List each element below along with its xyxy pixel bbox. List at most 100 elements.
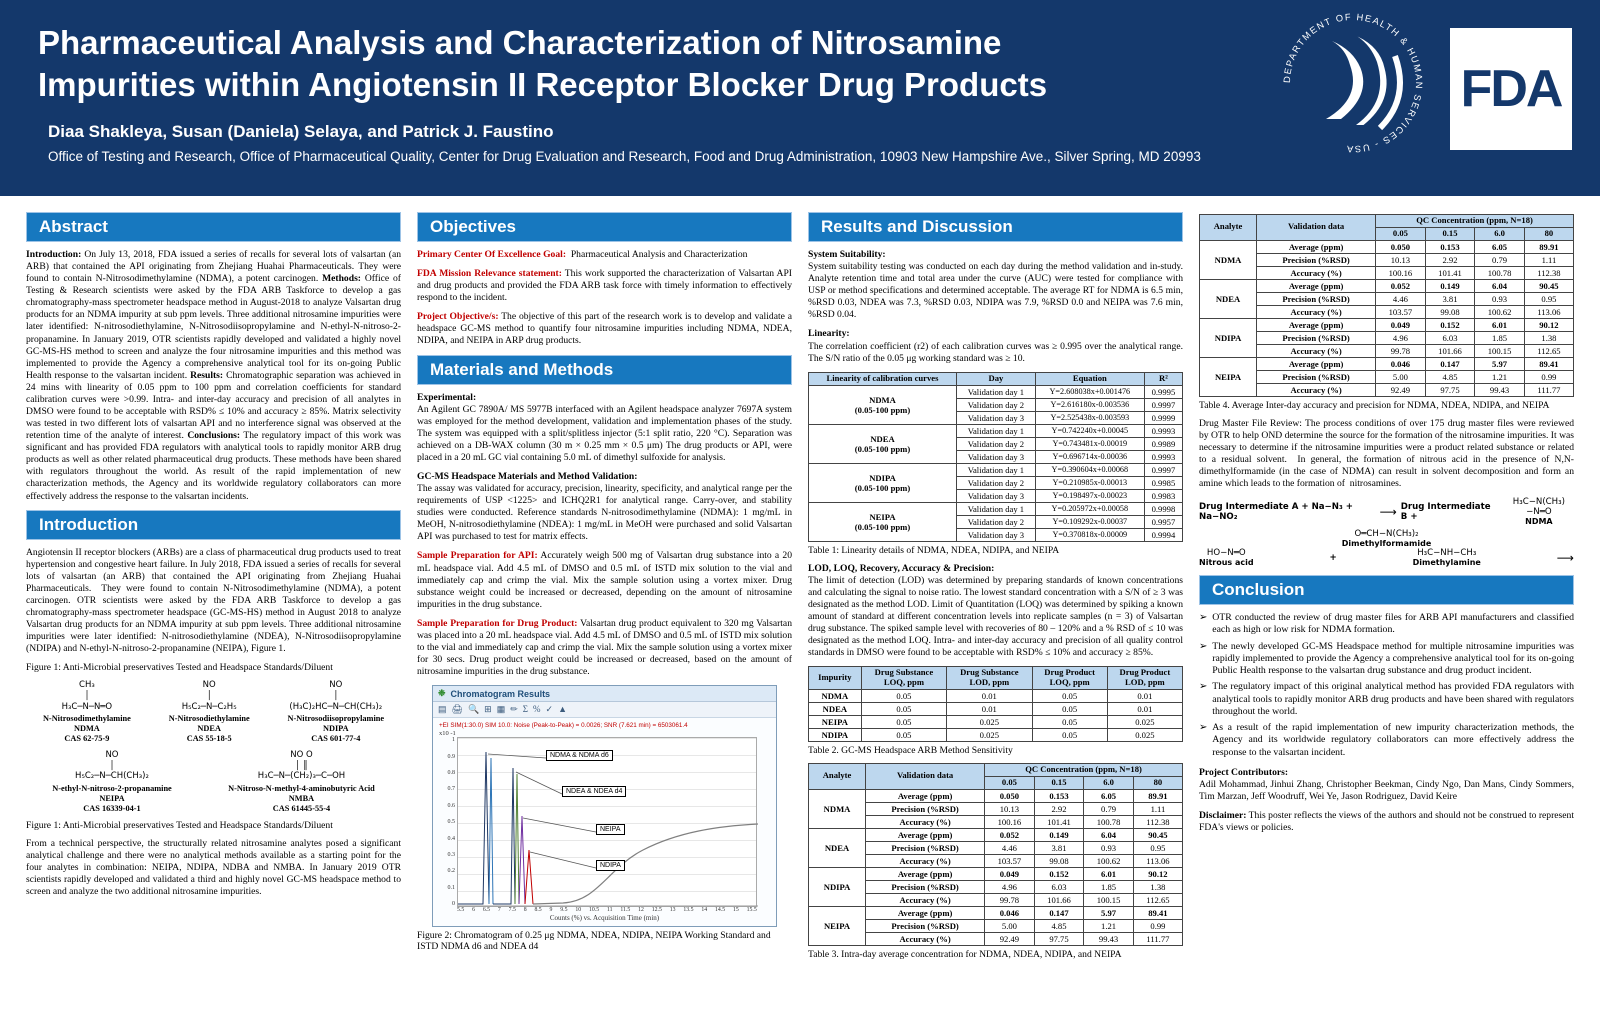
poster-authors: Diaa Shakleya, Susan (Daniela) Selaya, a… (48, 122, 554, 142)
text-segment: Project Contributors: (1199, 766, 1289, 778)
table-cell: 1.11 (1523, 252, 1574, 267)
table-cell: 0.9994 (1143, 527, 1183, 542)
objectives-project-text: Project Objective/s: The objective of th… (417, 311, 792, 347)
table-header-cell: 0.15 (1424, 226, 1476, 241)
x-tick-label: 9 (549, 907, 553, 914)
poster-header: Pharmaceutical Analysis and Characteriza… (0, 0, 1600, 196)
table-cell: 0.152 (1424, 317, 1476, 332)
table-cell: 4.96 (984, 879, 1035, 894)
table-cell: 0.9998 (1143, 501, 1183, 516)
structure-abbr: NMBA (288, 793, 315, 803)
structure-cas: CAS 601-77-4 (311, 734, 361, 744)
table-cell: Validation day 3 (956, 488, 1036, 503)
x-tick-label: 13 (669, 907, 676, 914)
reaction-arrow-icon: ⟶ (1379, 504, 1397, 519)
x-axis-label: Counts (%) vs. Acquisition Time (min) (549, 914, 660, 923)
chemical-structure: NO │ (H₃C)₂HC─N─CH(CH₃)₂ N-Nitrosodiisopr… (288, 680, 385, 744)
structure-name: N-ethyl-N-nitroso-2-propanamine (52, 783, 172, 793)
reaction-plus: + (1329, 552, 1337, 563)
chromatogram-body: +EI SIM(1:30.0) SIM 10.0: Noise (Peak-to… (433, 718, 776, 926)
text-segment: System suitability testing was conducted… (808, 261, 1183, 321)
table-cell: Accuracy (%) (1256, 265, 1377, 280)
table-cell: 3.81 (1033, 840, 1085, 855)
structure-cas: CAS 61445-55-4 (272, 803, 331, 813)
chromatogram-plot: NDMA & NDMA d6 NDEA & NDEA d4 NEIPA NDIP… (457, 737, 759, 908)
toolbar-icon: 🔍 (467, 704, 480, 715)
y-tick-label: 0.6 (447, 802, 456, 809)
y-axis-scale: x10 -1 (439, 730, 456, 738)
introduction-text: Angiotensin II receptor blockers (ARBs) … (26, 546, 401, 655)
table-cell: 0.05 (1031, 701, 1108, 716)
table-cell: Accuracy (%) (865, 892, 986, 907)
table-cell: 6.01 (1083, 866, 1134, 881)
nitrous-structure: HO−N═O Nitrous acid (1199, 548, 1254, 567)
structure-abbr: NEIPA (99, 793, 125, 803)
text-segment: The limit of detection (LOD) was determi… (808, 574, 1183, 659)
x-axis-ticks: 5.5 6 6.5 7 7.5 8 8.5 9 9.5 10 10.5 11 11.5 12 12.5 13 1… (457, 907, 757, 913)
toolbar-icon: % (533, 704, 541, 715)
table-cell: 97.75 (1424, 382, 1476, 397)
toolbar-icon: ▦ (496, 704, 506, 715)
table-cell: 101.66 (1424, 343, 1476, 358)
table-cell: 1.85 (1474, 330, 1525, 345)
table-cell: 100.62 (1474, 304, 1525, 319)
x-tick-label: 13.5 (683, 907, 694, 914)
nitrous-label: Nitrous acid (1199, 558, 1254, 568)
table-cell: Average (ppm) (865, 788, 986, 803)
table-cell: Validation day 3 (956, 449, 1036, 464)
table-cell: Precision (%RSD) (865, 879, 986, 894)
table-cell: 6.03 (1424, 330, 1476, 345)
text-segment: Accurately weigh 500 mg of Valsartan dru… (417, 550, 792, 610)
table-header-cell: R² (1143, 371, 1183, 386)
table-cell: Validation day 2 (956, 436, 1036, 451)
table-cell: Y=0.198497x-0.00023 (1034, 488, 1145, 503)
conclusion-bullet: ➢ The newly developed GC-MS Headspace met… (1199, 641, 1574, 678)
y-tick-label: 0.7 (447, 786, 456, 793)
table2-caption: Table 2. GC-MS Headspace ARB Method Sens… (808, 744, 1013, 756)
table-cell: 89.91 (1132, 788, 1183, 803)
text-segment: Methods: (322, 273, 361, 285)
toolbar-icon: ▤ (438, 704, 447, 715)
table-cell: 101.41 (1424, 265, 1476, 280)
table-cell: 100.16 (984, 814, 1035, 829)
table-cell: Y=0.210985x-0.00013 (1034, 475, 1145, 490)
section-header-abstract: Abstract (26, 212, 401, 242)
x-tick-label: 11.5 (620, 907, 631, 914)
table-cell: 0.9957 (1143, 514, 1183, 529)
chromatogram-toolbar: ▤ 🖨 🔍 ⊞ ▦ ✏ Σ% ✓ ▲ (433, 702, 776, 719)
bullet-icon: ➢ (1199, 640, 1208, 652)
section-header-materials: Materials and Methods (417, 354, 792, 385)
text-segment: This poster reflects the views of the au… (1199, 810, 1574, 834)
toolbar-icon: Σ (522, 704, 529, 715)
table-cell: NDEA (0.05-100 ppm) (808, 423, 957, 464)
table-cell: 5.00 (984, 918, 1035, 933)
x-tick-label: 11 (606, 907, 613, 914)
disclaimer-text: Disclaimer: This poster reflects the vie… (1199, 810, 1574, 834)
text-segment: FDA Mission Relevance statement: (417, 268, 562, 280)
table-header-cell: 6.0 (1083, 775, 1134, 790)
table-cell: 0.79 (1474, 252, 1525, 267)
figure1-structures-row1: CH₃ │ H₃C─N─N═O N-Nitrosodimethylamine NDM… (26, 680, 401, 744)
table-cell: 1.21 (1083, 918, 1134, 933)
reaction-reactants: Drug Intermediate A + Na−N₃ + Na−NO₂ (1199, 501, 1353, 522)
toolbar-icon: ✏ (510, 704, 518, 715)
text-segment: LOD, LOQ, Recovery, Accuracy & Precision… (808, 562, 995, 574)
toolbar-icon: 🖨 (451, 704, 463, 715)
table-cell: NEIPA (808, 905, 867, 946)
table-cell: Average (ppm) (865, 866, 986, 881)
table-cell: 99.08 (1033, 853, 1085, 868)
conclusion-bullet: ➢ The regulatory impact of this original … (1199, 681, 1574, 718)
ndma-label: NDMA (1525, 517, 1553, 527)
text-segment: On July 13, 2018, FDA issued a series of… (26, 249, 401, 285)
table3-caption: Table 3. Intra-day average concentration… (808, 948, 1122, 960)
bullet-icon: ➢ (1199, 681, 1208, 693)
table-cell: 0.153 (1033, 788, 1085, 803)
table-cell: 6.04 (1474, 278, 1525, 293)
y-tick-label: 0.2 (447, 868, 456, 875)
structure-formula: CH₃ │ H₃C─N─N═O (61, 680, 113, 712)
chromatogram-plot-wrap: 1 0.9 0.8 0.7 0.6 0.5 0.4 0.3 0.2 0.1 0 (439, 737, 770, 908)
structure-name: N-Nitroso-N-methyl-4-aminobutyric Acid (228, 783, 375, 793)
table-cell: 90.45 (1523, 278, 1574, 293)
table-cell: 0.05 (1031, 727, 1108, 742)
table-cell: Y=0.390604x+0.00068 (1034, 462, 1145, 477)
